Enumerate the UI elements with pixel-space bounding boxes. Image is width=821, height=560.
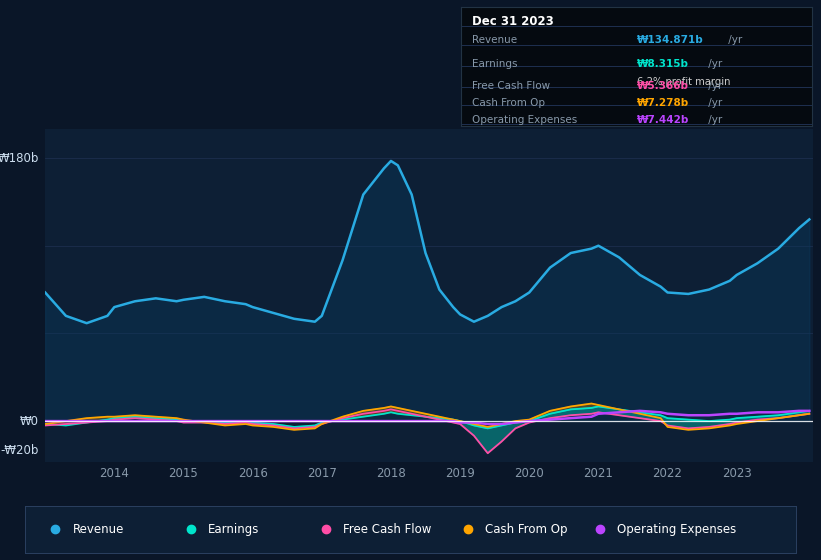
Text: ₩8.315b: ₩8.315b [637,59,689,69]
Text: /yr: /yr [705,115,722,125]
Text: ₩180b: ₩180b [0,152,39,165]
Text: Earnings: Earnings [208,523,259,536]
Text: Operating Expenses: Operating Expenses [617,523,736,536]
Text: 6.2% profit margin: 6.2% profit margin [637,77,730,87]
Text: Operating Expenses: Operating Expenses [472,115,577,125]
Text: /yr: /yr [705,98,722,108]
Text: /yr: /yr [705,59,722,69]
Text: Dec 31 2023: Dec 31 2023 [472,15,553,28]
Text: ₩5.366b: ₩5.366b [637,81,689,91]
Text: /yr: /yr [705,81,722,91]
Text: Revenue: Revenue [472,35,517,45]
Text: ₩7.278b: ₩7.278b [637,98,689,108]
Text: Cash From Op: Cash From Op [472,98,545,108]
Text: Free Cash Flow: Free Cash Flow [342,523,431,536]
Text: Revenue: Revenue [72,523,124,536]
Text: /yr: /yr [725,35,742,45]
Text: Free Cash Flow: Free Cash Flow [472,81,550,91]
Text: ₩0: ₩0 [20,414,39,428]
Text: ₩134.871b: ₩134.871b [637,35,704,45]
Text: Cash From Op: Cash From Op [485,523,568,536]
Text: -₩20b: -₩20b [1,444,39,457]
Text: Earnings: Earnings [472,59,517,69]
Text: ₩7.442b: ₩7.442b [637,115,689,125]
